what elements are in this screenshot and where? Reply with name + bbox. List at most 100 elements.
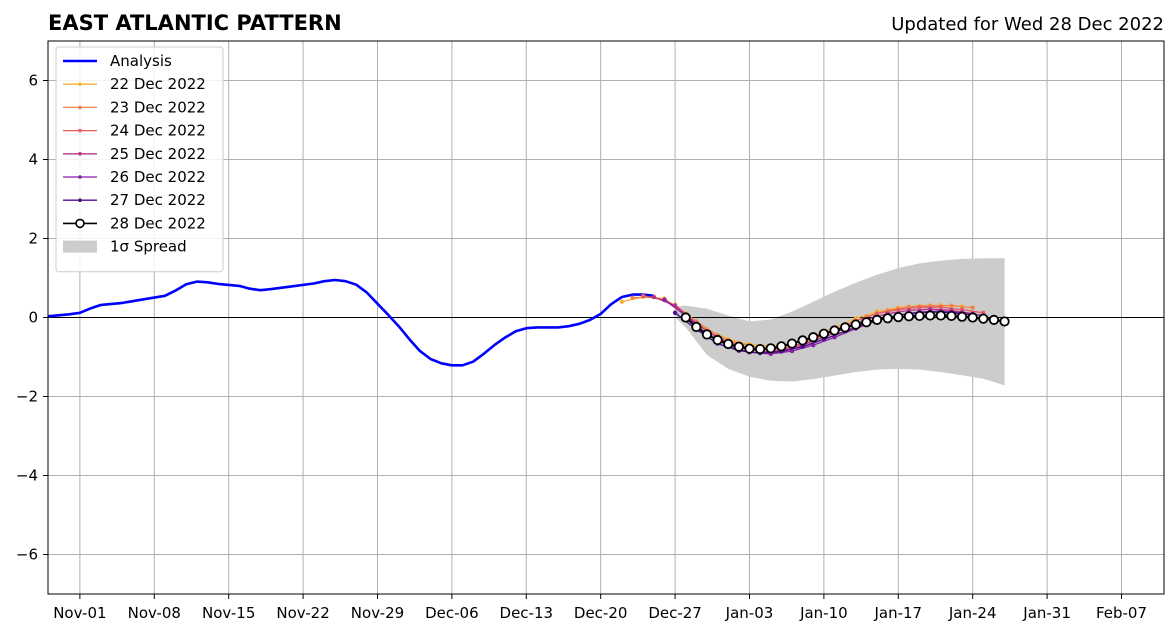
forecast-point — [776, 341, 787, 352]
legend-item: 25 Dec 2022 — [63, 145, 206, 163]
legend-item: Analysis — [63, 52, 172, 70]
legend-label: 23 Dec 2022 — [110, 98, 206, 116]
forecast-point — [850, 319, 861, 330]
forecast-point — [680, 312, 691, 323]
forecast-point — [691, 321, 702, 333]
legend-label: 25 Dec 2022 — [110, 145, 206, 163]
forecast-point — [701, 329, 713, 340]
y-tick-label: 4 — [28, 151, 38, 169]
legend-label: 27 Dec 2022 — [110, 191, 206, 209]
x-tick-label: Jan-31 — [1022, 604, 1071, 622]
y-tick-label: −6 — [16, 546, 38, 564]
forecast-point — [882, 313, 893, 324]
legend-item: 27 Dec 2022 — [63, 191, 206, 209]
legend-label: Analysis — [110, 52, 172, 70]
forecast-28-dec-2022 — [680, 310, 1010, 355]
x-tick-label: Feb-07 — [1096, 604, 1147, 622]
legend-item: 23 Dec 2022 — [63, 98, 206, 116]
x-tick-label: Nov-01 — [53, 604, 106, 622]
y-tick-label: 6 — [28, 72, 38, 90]
legend: Analysis 22 Dec 2022 23 Dec 2022 24 Dec 202… — [55, 46, 224, 273]
forecast-point — [861, 317, 872, 328]
forecast-point — [903, 311, 915, 322]
legend-marker — [78, 198, 82, 202]
legend-item: 1σ Spread — [63, 238, 187, 256]
legend-marker — [78, 175, 82, 179]
forecast-point — [641, 293, 646, 298]
forecast-point — [808, 332, 819, 343]
legend-item: 26 Dec 2022 — [63, 168, 206, 186]
x-tick-label: Dec-13 — [500, 604, 554, 622]
x-tick-label: Nov-15 — [202, 604, 255, 622]
forecast-point — [755, 343, 766, 355]
spread-band — [675, 258, 1005, 386]
forecast-point — [786, 338, 798, 349]
forecast-point — [733, 341, 744, 352]
legend-marker — [78, 82, 82, 86]
forecast-point — [946, 310, 957, 322]
legend-marker — [78, 105, 82, 110]
x-tick-label: Dec-27 — [648, 604, 702, 622]
legend-marker — [75, 218, 85, 229]
legend-label: 22 Dec 2022 — [110, 75, 206, 93]
forecast-point — [619, 299, 625, 304]
forecast-point — [896, 307, 901, 312]
forecast-point — [672, 310, 678, 315]
x-tick-label: Dec-06 — [425, 604, 479, 622]
forecast-point — [818, 328, 829, 339]
forecast-point — [662, 297, 667, 302]
y-tick-label: 0 — [28, 309, 38, 327]
forecast-point — [914, 310, 925, 322]
forecast-point — [871, 314, 883, 325]
forecast-point — [893, 312, 904, 323]
legend-marker — [78, 152, 82, 156]
legend-marker — [78, 128, 82, 133]
forecast-series — [619, 293, 1010, 357]
x-tick-label: Dec-20 — [574, 604, 628, 622]
forecast-point — [723, 338, 734, 350]
legend-label: 26 Dec 2022 — [110, 168, 206, 186]
forecast-point — [797, 335, 808, 346]
y-tick-label: −4 — [16, 467, 38, 485]
legend-label: 1σ Spread — [110, 238, 187, 256]
forecast-point — [938, 305, 943, 310]
forecast-point — [829, 325, 840, 336]
legend-item: 22 Dec 2022 — [63, 75, 206, 93]
y-tick-label: −2 — [16, 388, 38, 406]
legend-swatch — [63, 240, 97, 253]
forecast-point — [651, 294, 657, 300]
chart-title: EAST ATLANTIC PATTERN — [48, 11, 342, 35]
forecast-point — [935, 310, 946, 321]
forecast-point — [949, 303, 954, 308]
legend-item: 28 Dec 2022 — [63, 214, 206, 232]
analysis-line — [47, 278, 654, 367]
forecast-point — [967, 312, 978, 323]
forecast-point — [956, 311, 968, 322]
legend-box — [55, 46, 224, 273]
legend-label: 24 Dec 2022 — [110, 122, 206, 140]
legend-item: 24 Dec 2022 — [63, 122, 206, 140]
legend-label: 28 Dec 2022 — [110, 214, 206, 232]
forecast-point — [744, 343, 755, 354]
chart-subtitle: Updated for Wed 28 Dec 2022 — [891, 14, 1164, 35]
forecast-point — [970, 305, 975, 310]
x-tick-label: Nov-29 — [351, 604, 404, 622]
analysis-series — [47, 278, 654, 367]
x-axis: Nov-01 Nov-08 Nov-15 Nov-22 Nov-29 Dec-06 Dec-… — [53, 594, 1147, 622]
x-tick-label: Jan-17 — [873, 604, 922, 622]
y-tick-label: 2 — [28, 230, 38, 248]
x-tick-label: Nov-08 — [128, 604, 181, 622]
forecast-point — [999, 316, 1010, 327]
spread-area — [675, 258, 1005, 386]
forecast-point — [765, 343, 776, 354]
x-tick-label: Jan-24 — [948, 604, 997, 622]
x-tick-label: Jan-10 — [799, 604, 848, 622]
forecast-point — [712, 334, 723, 346]
forecast-point — [978, 313, 989, 324]
x-tick-label: Nov-22 — [276, 604, 329, 622]
y-axis: 6 4 2 0 −2 −4 −6 — [16, 72, 48, 564]
x-tick-label: Jan-03 — [725, 604, 774, 622]
forecast-point — [988, 314, 1000, 325]
forecast-point — [925, 310, 936, 321]
